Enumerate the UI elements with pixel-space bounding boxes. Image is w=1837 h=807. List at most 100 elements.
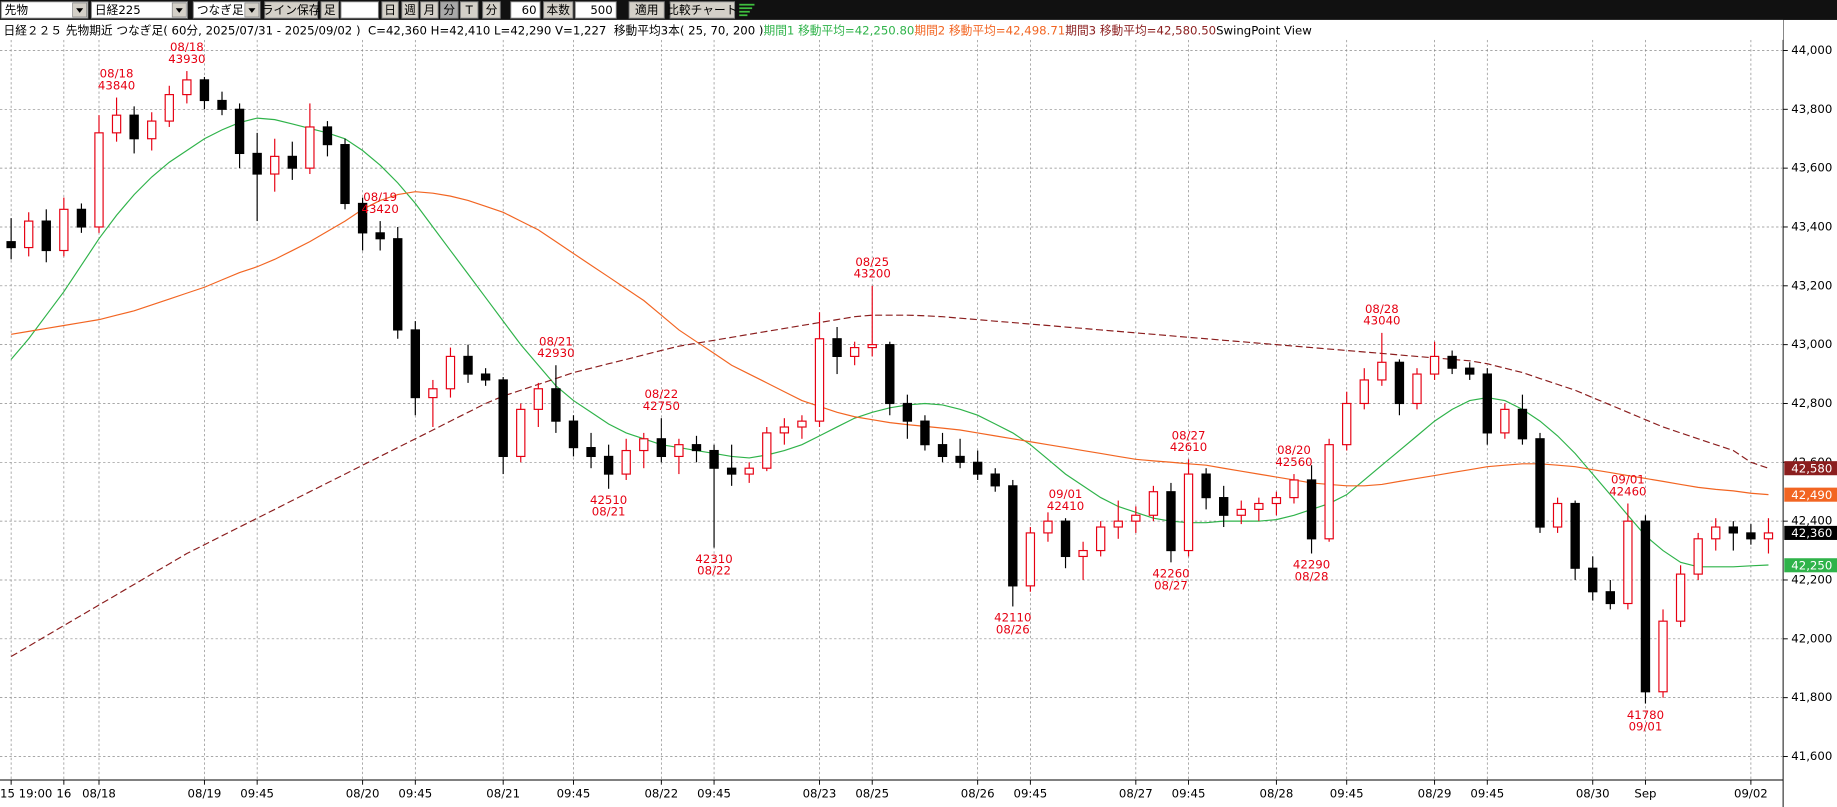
toolbar-market[interactable]: 先物: [5, 3, 29, 17]
toolbar-compare[interactable]: 比較チャート: [667, 3, 737, 17]
candle-body: [744, 467, 754, 475]
toolbar-button[interactable]: [669, 1, 736, 19]
swing-price: 42510: [590, 493, 627, 507]
swing-price: 43840: [98, 78, 135, 92]
x-tick-label: 08/21: [486, 787, 520, 801]
candle-body: [779, 426, 790, 434]
candle-body: [445, 355, 456, 390]
candle-body: [990, 473, 1000, 487]
swing-price: 42290: [1293, 558, 1330, 572]
toolbar-save[interactable]: ライン保存: [262, 3, 321, 17]
candle-body: [1377, 361, 1387, 381]
candle-body: [1394, 361, 1405, 405]
candle-body: [1008, 485, 1018, 587]
candle-body: [1342, 402, 1352, 446]
swing-price: 41780: [1627, 708, 1664, 722]
toolbar-month[interactable]: 月: [424, 3, 436, 17]
candle-body: [1148, 491, 1159, 516]
toolbar-active[interactable]: [440, 1, 459, 19]
price-tag: [1784, 558, 1837, 573]
toolbar-foot: 足: [324, 3, 336, 17]
swing-date: 08/21: [592, 505, 626, 519]
x-tick-label: 08/25: [855, 787, 889, 801]
candle-body: [234, 108, 245, 155]
toolbar-count[interactable]: 500: [590, 3, 612, 17]
toolbar-input[interactable]: [510, 1, 541, 19]
candle-body: [1025, 532, 1036, 587]
view-label: SwingPoint View: [1216, 23, 1312, 37]
y-tick-label: 41,800: [1791, 690, 1832, 704]
candle-body: [1728, 526, 1739, 534]
swing-price: 43200: [854, 267, 891, 281]
x-tick-label: 15 19:00: [0, 787, 52, 801]
toolbar-select[interactable]: [192, 1, 261, 19]
candle-body: [1465, 367, 1475, 375]
toolbar-tick[interactable]: T: [465, 3, 474, 17]
x-tick-label: Sep: [1634, 787, 1656, 801]
toolbar-button[interactable]: [264, 1, 318, 19]
toolbar-minute[interactable]: 分: [443, 3, 455, 17]
candle-body: [1166, 491, 1176, 552]
candle-body: [498, 379, 508, 458]
y-tick-label: 43,600: [1791, 161, 1832, 175]
x-tick-label: 09:45: [240, 787, 274, 801]
toolbar-select[interactable]: [0, 1, 89, 19]
x-tick-label: 09:45: [557, 787, 591, 801]
dropdown-arrow[interactable]: [76, 8, 84, 13]
y-tick-label: 42,000: [1791, 631, 1832, 645]
price-tag-label: 42,360: [1791, 526, 1832, 540]
dropdown-arrow[interactable]: [248, 8, 256, 13]
x-tick-label: 09/02: [1734, 787, 1768, 801]
candle-body: [1359, 379, 1369, 405]
swing-date: 08/21: [539, 334, 573, 348]
toolbar-index[interactable]: 日経225: [95, 3, 141, 17]
toolbar-apply[interactable]: 適用: [635, 3, 658, 17]
y-tick-label: 43,400: [1791, 219, 1832, 233]
toolbar-day[interactable]: 日: [384, 3, 396, 17]
candle-body: [955, 455, 965, 463]
x-tick-label: 08/22: [644, 787, 678, 801]
candle-body: [902, 402, 913, 422]
candle-body: [797, 420, 807, 428]
candle-body: [340, 144, 350, 205]
toolbar-button[interactable]: [420, 1, 439, 19]
toolbar-button[interactable]: [459, 1, 479, 19]
toolbar-input[interactable]: [340, 1, 379, 19]
swing-date: 08/18: [170, 40, 204, 54]
candle-body: [1306, 479, 1317, 540]
candle-body: [832, 338, 842, 357]
x-tick-label: 09:45: [1330, 787, 1364, 801]
toolbar-select[interactable]: [90, 1, 188, 19]
x-tick-label: 08/23: [803, 787, 837, 801]
candle-body: [1570, 502, 1580, 569]
toolbar-button[interactable]: [628, 1, 665, 19]
candle-body: [1675, 573, 1686, 622]
candle-body: [691, 444, 702, 452]
candle-body: [726, 467, 737, 475]
price-tag-label: 42,580: [1791, 461, 1832, 475]
toolbar-week[interactable]: 週: [404, 3, 416, 17]
toolbar-label: [482, 1, 501, 19]
candle-body: [586, 447, 596, 458]
candle-body: [972, 461, 983, 475]
toolbar-button[interactable]: [401, 1, 419, 19]
swing-price: 43930: [168, 52, 205, 66]
swing-date: 08/27: [1154, 578, 1188, 592]
toolbar-label: [543, 1, 574, 19]
dropdown-arrow[interactable]: [175, 8, 183, 13]
toolbar-mode[interactable]: つなぎ足: [197, 3, 244, 17]
chart-title: 日経２２５ 先物期近 つなぎ足( 60分, 2025/07/31 - 2025/…: [4, 23, 764, 37]
swing-date: 08/19: [363, 190, 397, 204]
price-tag-label: 42,490: [1791, 488, 1832, 502]
toolbar-period[interactable]: 60: [522, 3, 537, 17]
candle-body: [1711, 526, 1721, 540]
x-tick-label: 09:45: [398, 787, 432, 801]
candle-body: [1060, 520, 1071, 558]
candle-body: [849, 347, 860, 357]
swing-date: 08/20: [1277, 443, 1311, 457]
toolbar-count_label: 本数: [547, 3, 571, 17]
toolbar-input[interactable]: [574, 1, 617, 19]
toolbar-button[interactable]: [381, 1, 399, 19]
legend-entry: 期間1 移動平均=42,250.80: [763, 23, 914, 37]
